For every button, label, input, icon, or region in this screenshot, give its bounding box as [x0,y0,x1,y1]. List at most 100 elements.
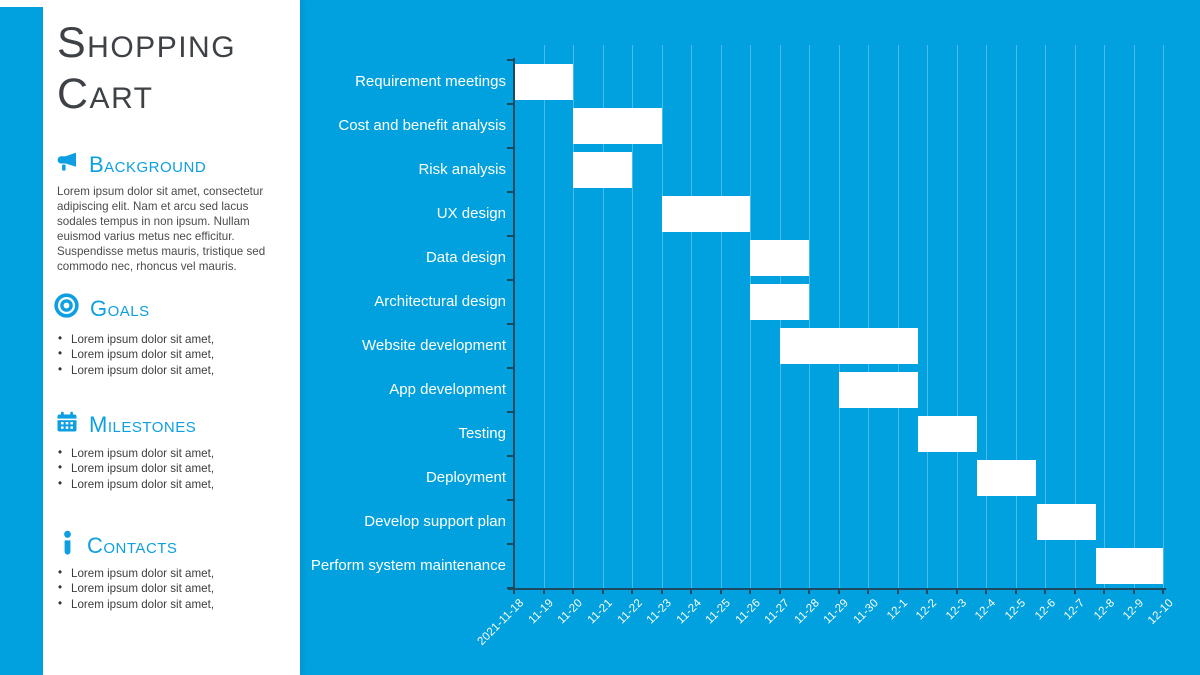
gantt-bar [750,284,810,320]
section-heading-label: Contacts [87,533,178,558]
gantt-bar [573,152,633,188]
task-label: Website development [362,337,506,354]
left-accent-strip [0,7,43,675]
y-axis-tick [507,543,514,545]
x-axis-tick [690,588,693,594]
gridline [1074,45,1076,588]
y-axis-tick [507,455,514,457]
task-label: Risk analysis [418,161,506,178]
x-tick-label: 11-26 [733,597,763,627]
section-heading-background: Background [55,150,206,180]
x-tick-label: 12-10 [1145,597,1176,627]
x-tick-label: 12-2 [914,597,940,623]
gridline [927,45,929,588]
x-axis-tick [926,588,929,594]
y-axis-tick [507,279,514,281]
x-tick-label: 12-8 [1091,597,1117,623]
task-label: Data design [425,249,506,266]
x-tick-label: 11-28 [792,597,822,627]
y-axis-tick [507,103,514,105]
bullet-item: Lorem ipsum dolor sit amet, [57,445,214,461]
goals-list: Lorem ipsum dolor sit amet,Lorem ipsum d… [57,331,214,378]
section-heading-milestones: Milestones [55,410,196,440]
gridline [1045,45,1047,588]
x-tick-label: 11-20 [556,597,586,627]
bullet-item: Lorem ipsum dolor sit amet, [57,565,214,581]
gridline [1015,45,1017,588]
megaphone-icon [55,150,79,180]
bullet-item: Lorem ipsum dolor sit amet, [57,331,214,347]
x-tick-label: 11-23 [644,597,675,627]
x-axis-tick [1014,588,1017,594]
gridline [602,45,604,588]
task-label: Perform system maintenance [310,557,506,574]
y-axis-tick [507,367,514,369]
y-axis-tick [507,411,514,413]
gridline [1104,45,1106,588]
bullet-item: Lorem ipsum dolor sit amet, [57,580,214,596]
task-label: Cost and benefit analysis [338,117,506,134]
x-axis-tick [867,588,870,594]
gridline [986,45,988,588]
gridline [632,45,634,588]
page-title: Shopping Cart [57,18,236,120]
x-axis-tick [1073,588,1076,594]
x-tick-label: 11-29 [821,597,852,627]
y-axis-tick [507,499,514,501]
gridline [868,45,870,588]
x-axis-tick [631,588,634,594]
gantt-bar [977,460,1037,496]
section-heading-goals: Goals [53,292,150,325]
chart-background [300,0,1200,675]
x-axis-tick [1103,588,1106,594]
x-axis-tick [837,588,840,594]
section-heading-label: Goals [90,295,150,321]
gridline [897,45,899,588]
x-tick-label: 12-5 [1002,597,1029,623]
info-icon [58,530,77,562]
y-axis-tick [507,191,514,193]
x-axis-tick [749,588,752,594]
gridline [1133,45,1135,588]
x-axis [508,587,1166,590]
contacts-list: Lorem ipsum dolor sit amet,Lorem ipsum d… [57,565,214,612]
y-axis-tick [507,323,514,325]
x-tick-label: 11-22 [615,597,645,627]
x-tick-label: 12-7 [1062,597,1088,623]
y-axis-tick [507,147,514,149]
section-heading-label: Milestones [89,412,197,437]
bullet-item: Lorem ipsum dolor sit amet, [57,596,214,612]
milestones-list: Lorem ipsum dolor sit amet,Lorem ipsum d… [57,445,214,492]
task-label: App development [389,381,506,398]
y-axis-tick [507,235,514,237]
gantt-bar [1095,548,1164,584]
task-label: Deployment [425,469,506,486]
gridline [661,45,663,588]
gridline [838,45,840,588]
gridline [720,45,722,588]
gridline [809,45,811,588]
gantt-bar [573,108,662,144]
x-tick-label: 11-21 [585,597,616,627]
gridline [956,45,958,588]
x-tick-label: 11-25 [703,597,734,627]
x-axis-tick [572,588,575,594]
section-heading-contacts: Contacts [58,530,177,562]
x-axis-tick [778,588,781,594]
background-body-text: Lorem ipsum dolor sit amet, consectetur … [57,185,266,273]
x-tick-label: 12-1 [884,597,911,623]
x-tick-label: 11-30 [851,597,881,627]
y-axis-tick [507,59,514,61]
bullet-item: Lorem ipsum dolor sit amet, [57,460,214,476]
x-tick-label: 11-19 [526,597,557,627]
gridline [543,45,545,588]
section-heading-label: Background [89,152,207,177]
task-label: UX design [436,205,506,222]
gridline [691,45,693,588]
x-axis-tick [896,588,899,594]
x-axis-tick [542,588,545,594]
x-axis-tick [660,588,663,594]
x-axis-tick [1044,588,1047,594]
